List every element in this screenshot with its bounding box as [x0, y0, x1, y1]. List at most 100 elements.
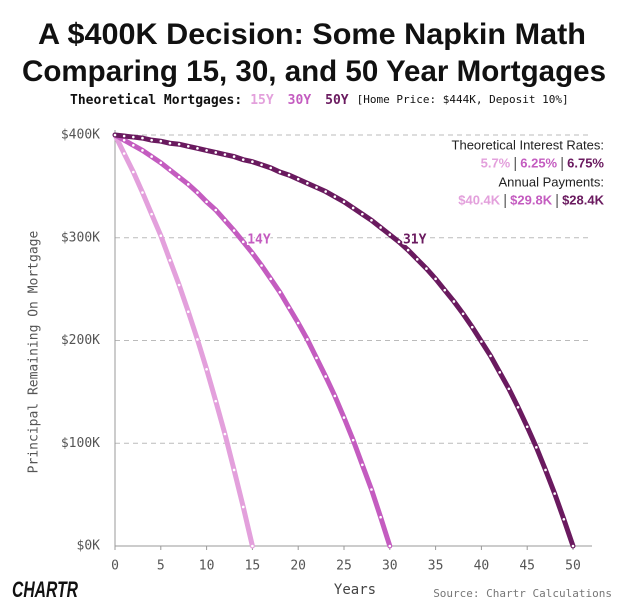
logo: CHARTR	[12, 577, 78, 602]
data-point	[553, 492, 556, 495]
data-point	[241, 158, 245, 161]
data-point	[306, 181, 309, 185]
data-point	[232, 229, 236, 232]
legend-entry: 15Y	[250, 93, 274, 108]
data-point	[351, 206, 355, 210]
rate-value: 6.75%	[567, 155, 604, 170]
subtitle-prefix: Theoretical Mortgages:	[70, 93, 242, 108]
data-point	[498, 371, 502, 374]
data-point	[150, 155, 153, 158]
data-point	[379, 226, 382, 229]
data-point	[351, 438, 355, 442]
data-point	[342, 416, 346, 419]
data-point	[251, 544, 254, 548]
data-point	[168, 259, 172, 262]
data-point	[333, 394, 337, 398]
data-point	[480, 340, 483, 343]
x-tick-label: 30	[382, 559, 398, 574]
payment-value: $29.8K	[510, 192, 553, 207]
data-point	[150, 138, 153, 142]
data-point	[223, 153, 227, 156]
data-point	[324, 375, 327, 378]
data-point	[141, 149, 144, 152]
data-point	[241, 240, 245, 244]
data-point	[296, 321, 300, 325]
x-tick-label: 25	[336, 559, 352, 574]
data-point	[571, 544, 575, 548]
x-tick-label: 20	[290, 559, 306, 574]
data-point	[177, 175, 181, 179]
data-point	[150, 212, 153, 216]
data-point	[159, 139, 163, 143]
data-point	[132, 170, 135, 174]
data-point	[525, 425, 529, 429]
data-point	[196, 191, 199, 194]
x-tick-label: 35	[428, 559, 444, 574]
payment-value: $28.4K	[562, 192, 605, 207]
y-tick-label: $400K	[61, 128, 100, 143]
subtitle: Theoretical Mortgages: 15Y 30Y 50Y [Home Pri…	[70, 93, 569, 108]
data-point	[406, 248, 410, 252]
data-point	[205, 367, 208, 371]
data-point	[141, 191, 144, 194]
data-point	[361, 212, 364, 216]
data-point	[324, 190, 327, 193]
chart-title-line: Comparing 15, 30, and 50 Year Mortgages	[22, 55, 606, 88]
data-point	[333, 195, 337, 198]
data-point	[296, 177, 300, 181]
subtitle-suffix: [Home Price: $444K, Deposit 10%]	[357, 93, 569, 106]
data-point	[196, 147, 199, 150]
data-point	[241, 505, 245, 509]
series-line	[112, 132, 255, 549]
data-point	[489, 354, 492, 358]
data-point	[205, 149, 208, 152]
data-point	[461, 312, 465, 316]
rate-value: 6.25%	[520, 155, 557, 170]
data-point	[168, 168, 172, 172]
data-point	[306, 338, 309, 341]
data-point	[260, 264, 263, 267]
x-tick-label: 10	[199, 559, 215, 574]
data-point	[278, 290, 282, 294]
x-tick-label: 50	[565, 559, 581, 574]
data-point	[361, 463, 364, 467]
y-axis-label: Principal Remaining On Mortgage	[27, 231, 42, 474]
x-tick-label: 15	[245, 559, 261, 574]
annotation: 14Y	[247, 232, 271, 247]
data-point	[370, 218, 373, 222]
chart-title-line: A $400K Decision: Some Napkin Math	[38, 18, 586, 51]
data-point	[260, 163, 263, 167]
data-point	[269, 277, 273, 281]
payments-title: Annual Payments:	[498, 174, 604, 189]
annotation: 31Y	[403, 232, 427, 247]
data-point	[379, 515, 382, 519]
x-tick-label: 5	[157, 559, 165, 574]
data-point	[232, 468, 236, 472]
data-point	[132, 135, 135, 139]
x-tick-label: 40	[474, 559, 490, 574]
data-point	[452, 300, 456, 303]
data-point	[214, 151, 218, 154]
data-point	[443, 288, 447, 292]
data-point	[562, 517, 566, 521]
data-point	[397, 240, 401, 244]
y-tick-label: $300K	[61, 230, 100, 245]
data-point	[132, 143, 135, 147]
legend-entry: 50Y	[325, 93, 349, 108]
data-point	[434, 277, 437, 281]
data-point	[251, 251, 254, 255]
data-point	[388, 544, 392, 548]
data-point	[535, 446, 538, 449]
rate-value: 5.7%	[481, 155, 511, 170]
rates-title: Theoretical Interest Rates:	[452, 137, 604, 152]
data-point	[516, 405, 520, 409]
data-point	[287, 306, 291, 309]
data-point	[388, 233, 392, 236]
data-point	[507, 387, 511, 391]
data-point	[287, 173, 291, 177]
data-point	[315, 186, 318, 189]
data-point	[214, 208, 218, 212]
data-point	[177, 283, 181, 287]
